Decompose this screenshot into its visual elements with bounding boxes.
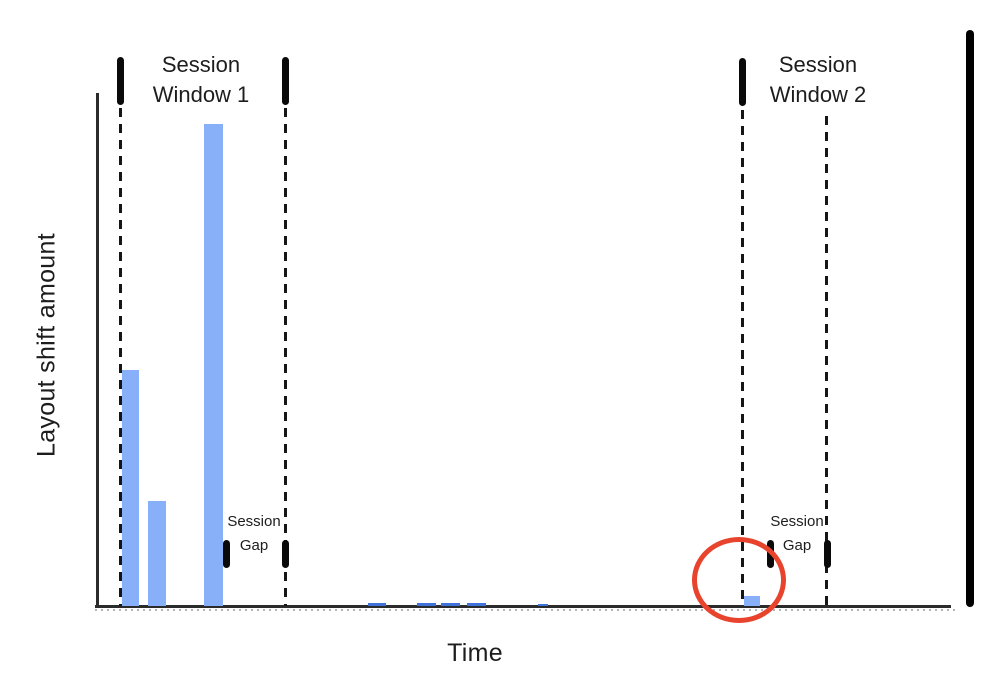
session-window-dashed-line (741, 110, 744, 606)
session-gap-1-label-line1: Session (227, 513, 281, 530)
session-window-1-label-line2: Window 1 (152, 82, 250, 107)
boundary-tick-mark (116, 57, 124, 105)
session-window-dashed-line (284, 108, 287, 606)
y-axis-line (96, 93, 99, 607)
boundary-tick-mark (281, 540, 289, 568)
x-axis-dotted-underline (95, 609, 955, 611)
layout-shift-bar (441, 603, 460, 606)
session-gap-2-label: Session Gap (770, 510, 823, 558)
session-gap-1-label-line2: Gap (239, 537, 269, 554)
layout-shift-bar (122, 370, 139, 606)
session-window-dashed-line (119, 108, 122, 606)
session-window-2-label: Session Window 2 (770, 50, 867, 110)
session-window-1-label-line1: Session (161, 52, 241, 77)
layout-shift-bar (467, 603, 486, 606)
session-gap-2-label-line1: Session (770, 513, 824, 530)
layout-shift-bar (538, 604, 548, 606)
boundary-tick-mark (823, 540, 831, 568)
session-gap-1-label: Session Gap (227, 510, 280, 558)
session-window-2-label-line2: Window 2 (769, 82, 867, 107)
x-axis-line (95, 605, 951, 608)
boundary-tick-mark (281, 57, 289, 105)
x-axis-label: Time (447, 639, 503, 667)
layout-shift-bar (204, 124, 223, 606)
boundary-tick-mark (222, 540, 230, 568)
layout-shift-bar (148, 501, 166, 606)
annotation-circle (692, 537, 786, 623)
session-window-dashed-line (825, 116, 828, 606)
layout-shift-bar (368, 603, 386, 606)
y-axis-label: Layout shift amount (32, 233, 61, 457)
recording-end-boundary-line (966, 30, 974, 607)
boundary-tick-mark (738, 58, 746, 106)
session-window-1-label: Session Window 1 (153, 50, 250, 110)
session-gap-2-label-line2: Gap (782, 537, 812, 554)
session-window-2-label-line1: Session (778, 52, 858, 77)
layout-shift-bar (417, 603, 436, 606)
